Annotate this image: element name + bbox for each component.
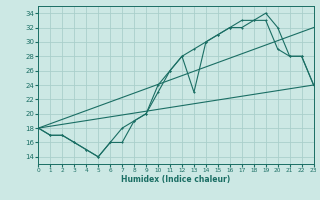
X-axis label: Humidex (Indice chaleur): Humidex (Indice chaleur): [121, 175, 231, 184]
